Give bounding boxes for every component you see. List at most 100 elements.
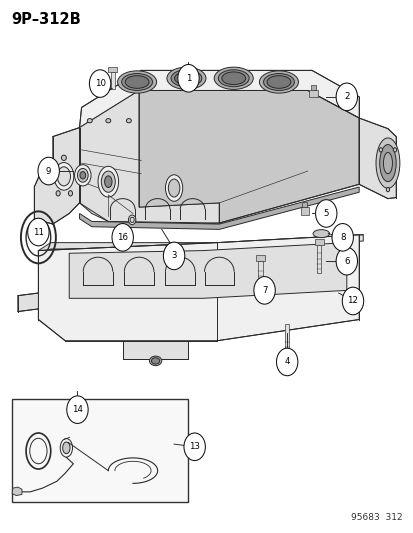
- Bar: [316, 245, 320, 273]
- Polygon shape: [139, 91, 358, 223]
- Ellipse shape: [60, 439, 72, 457]
- Ellipse shape: [101, 171, 115, 192]
- Polygon shape: [34, 127, 79, 224]
- Ellipse shape: [128, 215, 135, 224]
- Circle shape: [276, 348, 297, 376]
- Ellipse shape: [87, 118, 92, 123]
- Polygon shape: [79, 70, 358, 127]
- Text: 14: 14: [72, 405, 83, 414]
- Ellipse shape: [130, 217, 134, 222]
- Ellipse shape: [263, 74, 294, 91]
- Text: 95683  312: 95683 312: [350, 513, 401, 522]
- Ellipse shape: [266, 76, 290, 88]
- Ellipse shape: [104, 176, 112, 188]
- Circle shape: [331, 223, 353, 251]
- Circle shape: [163, 242, 184, 270]
- Polygon shape: [69, 243, 346, 298]
- Polygon shape: [358, 118, 395, 199]
- Circle shape: [28, 218, 49, 246]
- Ellipse shape: [218, 70, 249, 87]
- Text: 16: 16: [117, 233, 128, 242]
- Ellipse shape: [171, 70, 202, 87]
- Ellipse shape: [62, 442, 70, 454]
- Text: 6: 6: [343, 257, 349, 265]
- Ellipse shape: [378, 148, 382, 152]
- Text: 5: 5: [323, 209, 328, 218]
- Ellipse shape: [166, 253, 177, 264]
- Ellipse shape: [312, 230, 329, 238]
- Bar: [314, 239, 323, 245]
- Text: 12: 12: [347, 296, 358, 305]
- Ellipse shape: [168, 179, 179, 197]
- Circle shape: [315, 200, 336, 227]
- Bar: [111, 72, 115, 89]
- Ellipse shape: [174, 72, 198, 85]
- Circle shape: [253, 277, 275, 304]
- Ellipse shape: [166, 67, 206, 90]
- Text: 13: 13: [189, 442, 199, 451]
- Ellipse shape: [121, 74, 152, 91]
- Text: 8: 8: [339, 233, 344, 242]
- Ellipse shape: [392, 148, 396, 152]
- Polygon shape: [79, 91, 219, 227]
- Circle shape: [89, 70, 111, 98]
- Ellipse shape: [375, 138, 399, 188]
- Ellipse shape: [385, 188, 389, 192]
- Ellipse shape: [117, 71, 156, 93]
- Polygon shape: [38, 235, 362, 257]
- Ellipse shape: [61, 155, 66, 160]
- Ellipse shape: [56, 191, 60, 196]
- Bar: [308, 91, 317, 97]
- Circle shape: [335, 247, 357, 275]
- Text: 3: 3: [171, 252, 176, 261]
- Circle shape: [112, 223, 133, 251]
- Bar: [12, 399, 188, 503]
- Text: 9: 9: [46, 166, 51, 175]
- Ellipse shape: [125, 76, 149, 88]
- Ellipse shape: [221, 72, 245, 85]
- Ellipse shape: [151, 358, 159, 364]
- Polygon shape: [38, 235, 358, 341]
- Ellipse shape: [54, 163, 74, 190]
- Ellipse shape: [259, 71, 298, 93]
- Bar: [310, 85, 316, 91]
- Text: 11: 11: [33, 228, 44, 237]
- Polygon shape: [79, 187, 358, 229]
- Circle shape: [38, 157, 59, 185]
- Text: 2: 2: [343, 92, 349, 101]
- Bar: [108, 67, 117, 72]
- Ellipse shape: [77, 168, 88, 182]
- Ellipse shape: [149, 356, 161, 366]
- Ellipse shape: [379, 144, 395, 182]
- Circle shape: [335, 83, 357, 111]
- Ellipse shape: [106, 118, 111, 123]
- Ellipse shape: [98, 166, 118, 197]
- Bar: [258, 261, 262, 290]
- Ellipse shape: [74, 165, 91, 186]
- Circle shape: [342, 287, 363, 315]
- Bar: [301, 202, 306, 207]
- Polygon shape: [18, 293, 38, 312]
- Ellipse shape: [165, 175, 182, 201]
- Circle shape: [66, 396, 88, 423]
- Text: 7: 7: [261, 286, 267, 295]
- Bar: [285, 324, 289, 362]
- Circle shape: [183, 433, 205, 461]
- Ellipse shape: [80, 172, 85, 179]
- Bar: [300, 207, 308, 215]
- Polygon shape: [12, 487, 22, 496]
- Ellipse shape: [126, 118, 131, 123]
- Ellipse shape: [68, 191, 72, 196]
- Polygon shape: [38, 243, 358, 341]
- Ellipse shape: [382, 152, 392, 174]
- Bar: [255, 255, 264, 261]
- Text: 9P–312B: 9P–312B: [12, 12, 81, 27]
- Ellipse shape: [57, 167, 70, 186]
- Text: 4: 4: [284, 358, 289, 367]
- Text: 1: 1: [185, 74, 191, 83]
- Polygon shape: [122, 341, 188, 359]
- Text: 10: 10: [94, 79, 105, 88]
- Ellipse shape: [169, 255, 175, 262]
- Ellipse shape: [214, 67, 253, 90]
- Circle shape: [177, 64, 199, 92]
